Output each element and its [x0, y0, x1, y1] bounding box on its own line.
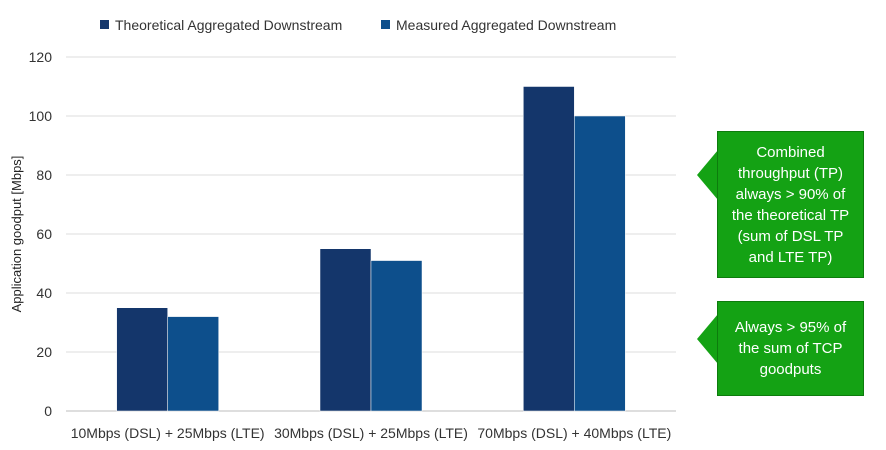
bar-measured	[370, 260, 423, 412]
legend-swatch-theoretical	[100, 20, 109, 29]
x-tick-label: 70Mbps (DSL) + 40Mbps (LTE)	[477, 425, 671, 441]
bar-theoretical	[523, 86, 575, 412]
bar-measured	[167, 316, 219, 412]
x-tick-label: 30Mbps (DSL) + 25Mbps (LTE)	[274, 425, 468, 441]
legend-label-measured: Measured Aggregated Downstream	[396, 17, 617, 33]
callout-throughput-pointer	[697, 150, 718, 200]
y-tick-label: 100	[29, 108, 53, 124]
y-tick-label: 0	[44, 403, 52, 419]
bar-theoretical	[116, 307, 168, 412]
callout-throughput-text: Combined throughput (TP) always > 90% of…	[717, 131, 864, 278]
callout-tcp-pointer	[697, 314, 718, 364]
legend-item-theoretical: Theoretical Aggregated Downstream	[100, 17, 342, 33]
x-tick-label: 10Mbps (DSL) + 25Mbps (LTE)	[71, 425, 265, 441]
y-tick-label: 20	[36, 344, 52, 360]
legend-label-theoretical: Theoretical Aggregated Downstream	[115, 17, 343, 33]
y-tick-label: 60	[36, 226, 52, 242]
y-tick-label: 120	[29, 49, 53, 65]
bar-theoretical	[319, 248, 372, 412]
y-axis-title: Application goodput [Mbps]	[9, 156, 24, 313]
y-tick-label: 40	[36, 285, 52, 301]
y-tick-label: 80	[36, 167, 52, 183]
bar-measured	[574, 115, 626, 412]
legend-swatch-measured	[381, 20, 390, 29]
callout-tcp-text: Always > 95% of the sum of TCP goodputs	[717, 301, 864, 396]
legend-item-measured: Measured Aggregated Downstream	[381, 17, 616, 33]
